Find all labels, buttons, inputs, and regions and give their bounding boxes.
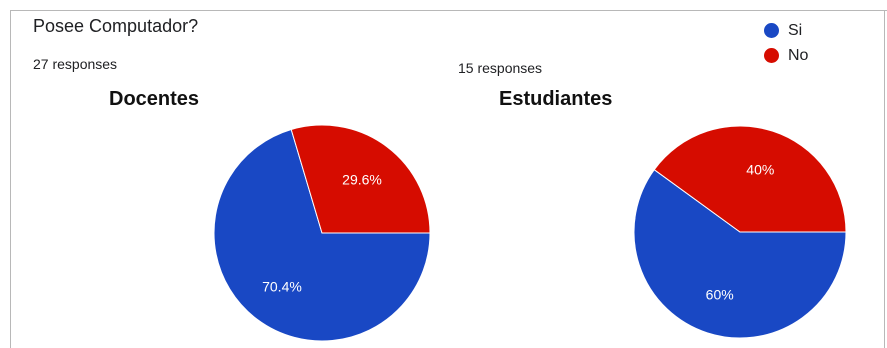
legend-item-no[interactable]: No [764,43,808,68]
chart-title-docentes: Docentes [109,88,200,110]
pie-slice-docentes-si[interactable] [213,128,431,342]
legend-label-si: Si [788,21,803,39]
slice-label-docentes-si: 70.4% [262,279,302,295]
slice-label-estudiantes-si: 60% [706,287,734,303]
pie-slice-estudiantes-no[interactable] [653,125,847,233]
responses-count-docentes: 27 responses [33,56,118,72]
legend-item-si[interactable]: Si [764,18,808,43]
pie-slice-estudiantes-si[interactable] [633,168,847,339]
slice-label-docentes-no: 29.6% [342,171,382,187]
legend: Si No [764,18,808,68]
card-border-right [884,10,885,348]
slice-label-estudiantes-no: 40% [746,161,774,177]
pie-docentes: 70.4% 29.6% [213,124,431,342]
legend-swatch-no [764,48,779,63]
chart-card [10,10,887,348]
pie-estudiantes: 60% 40% [633,125,847,339]
question-title: Posee Computador? [33,16,199,36]
legend-swatch-si [764,23,779,38]
pie-slice-docentes-no[interactable] [290,124,431,234]
chart-title-estudiantes: Estudiantes [499,88,613,110]
legend-label-no: No [788,46,809,64]
responses-count-estudiantes: 15 responses [458,60,543,76]
